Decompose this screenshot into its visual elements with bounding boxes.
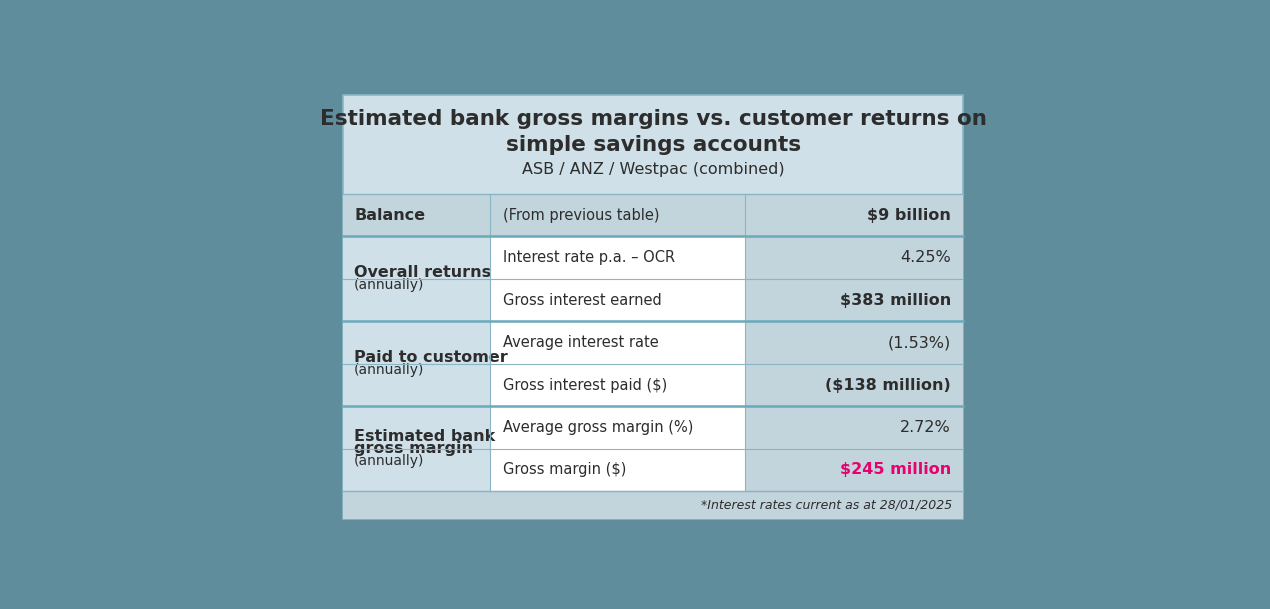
Text: $383 million: $383 million [839, 292, 951, 308]
Text: gross margin: gross margin [354, 442, 472, 456]
Bar [490, 322, 744, 364]
Text: 4.25%: 4.25% [900, 250, 951, 265]
Text: Gross margin ($): Gross margin ($) [503, 462, 626, 477]
Text: Gross interest paid ($): Gross interest paid ($) [503, 378, 667, 393]
Bar [490, 236, 744, 279]
Text: $245 million: $245 million [839, 462, 951, 477]
Text: Balance: Balance [354, 208, 425, 223]
Text: 2.72%: 2.72% [900, 420, 951, 435]
Bar [490, 279, 744, 322]
Text: (annually): (annually) [354, 278, 424, 292]
Text: (From previous table): (From previous table) [503, 208, 659, 223]
Text: (annually): (annually) [354, 363, 424, 377]
Text: Gross interest earned: Gross interest earned [503, 292, 662, 308]
Text: Interest rate p.a. – OCR: Interest rate p.a. – OCR [503, 250, 674, 265]
Bar [744, 449, 963, 491]
Text: Overall returns: Overall returns [354, 266, 491, 280]
Text: Paid to customer: Paid to customer [354, 350, 508, 365]
Text: (1.53%): (1.53%) [888, 335, 951, 350]
Bar [744, 236, 963, 279]
Text: (annually): (annually) [354, 454, 424, 468]
Text: simple savings accounts: simple savings accounts [505, 135, 801, 155]
Bar [343, 491, 963, 519]
Text: Estimated bank gross margins vs. customer returns on: Estimated bank gross margins vs. custome… [320, 109, 987, 129]
Bar [490, 406, 744, 449]
Bar [744, 194, 963, 236]
Text: *Interest rates current as at 28/01/2025: *Interest rates current as at 28/01/2025 [701, 499, 952, 512]
Bar [343, 406, 490, 491]
Text: Average gross margin (%): Average gross margin (%) [503, 420, 693, 435]
Bar [343, 194, 490, 236]
Bar [490, 194, 744, 236]
Bar [490, 364, 744, 406]
Bar [744, 364, 963, 406]
Bar [343, 96, 963, 519]
Text: Estimated bank: Estimated bank [354, 429, 495, 444]
Bar [490, 449, 744, 491]
Text: $9 billion: $9 billion [867, 208, 951, 223]
Text: Average interest rate: Average interest rate [503, 335, 659, 350]
Bar [343, 322, 490, 406]
Bar [744, 322, 963, 364]
Bar [744, 406, 963, 449]
Bar [744, 279, 963, 322]
Text: ($138 million): ($138 million) [826, 378, 951, 393]
Text: ASB / ANZ / Westpac (combined): ASB / ANZ / Westpac (combined) [522, 161, 785, 177]
Bar [343, 236, 490, 322]
